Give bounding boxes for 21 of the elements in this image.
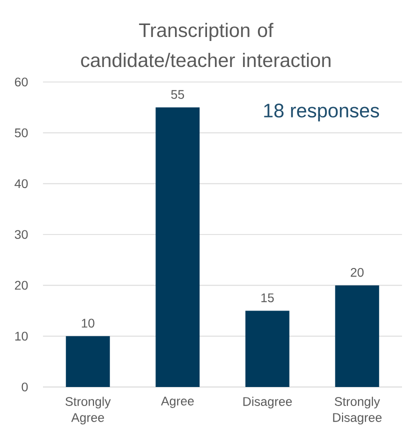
bar xyxy=(156,107,200,387)
bar xyxy=(245,310,290,387)
data-label: 20 xyxy=(350,268,364,277)
bar xyxy=(66,336,110,387)
x-tick-label: Disagree xyxy=(243,396,292,408)
y-tick-label: 30 xyxy=(14,230,28,239)
y-tick-label: 60 xyxy=(14,78,28,86)
y-tick-label: 50 xyxy=(14,128,28,138)
data-label: 55 xyxy=(171,90,184,99)
bar xyxy=(335,285,380,387)
y-tick-label: 20 xyxy=(14,280,28,290)
x-tick-label: Strongly Disagree xyxy=(333,396,382,424)
data-label: 15 xyxy=(261,294,274,302)
y-tick-label: 0 xyxy=(22,382,28,392)
x-tick-label: Strongly Agree xyxy=(66,396,111,424)
y-tick-label: 40 xyxy=(14,179,28,188)
annotation: 18 responses xyxy=(264,104,380,122)
x-tick-label: Agree xyxy=(160,396,194,408)
data-label: 10 xyxy=(82,318,94,328)
y-tick-label: 10 xyxy=(15,332,28,341)
chart-title: Transcription of candidate/teacher interaction xyxy=(81,22,330,68)
